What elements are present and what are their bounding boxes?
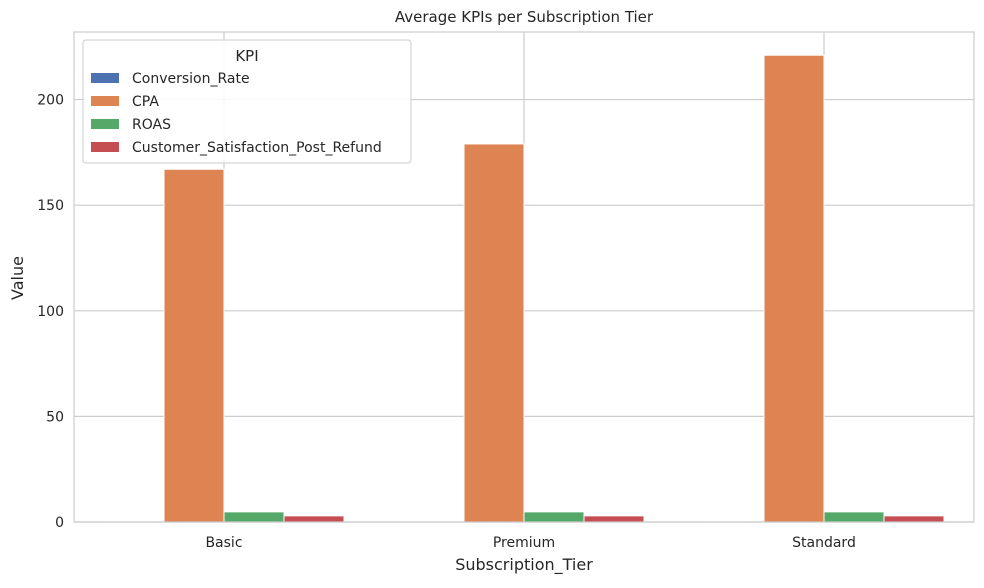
chart-title: Average KPIs per Subscription Tier [395, 8, 654, 26]
legend-label: CPA [132, 94, 159, 110]
y-tick-label: 150 [37, 198, 64, 214]
legend: KPI Conversion_Rate CPA ROAS Customer_Satis… [83, 40, 411, 163]
legend-swatch [91, 73, 119, 83]
y-tick-label: 0 [55, 515, 64, 531]
bar-customer-satisfaction-post-refund-premium [584, 516, 644, 522]
y-tick-label: 50 [46, 409, 64, 425]
bar-roas-standard [824, 512, 884, 522]
x-tick-labels: Basic Premium Standard [205, 535, 855, 551]
y-tick-label: 200 [37, 93, 64, 109]
y-axis-label: Value [8, 256, 27, 300]
legend-swatch [91, 119, 119, 129]
x-axis-label: Subscription_Tier [455, 555, 593, 575]
bar-customer-satisfaction-post-refund-standard [884, 516, 944, 522]
legend-label: ROAS [132, 117, 171, 133]
y-tick-labels: 0 50 100 150 200 [37, 93, 64, 531]
bar-customer-satisfaction-post-refund-basic [284, 516, 344, 522]
legend-label: Customer_Satisfaction_Post_Refund [132, 140, 382, 156]
bar-cpa-standard [764, 55, 824, 522]
legend-swatch [91, 142, 119, 152]
legend-label: Conversion_Rate [132, 71, 250, 87]
bar-cpa-basic [164, 169, 224, 522]
legend-swatch [91, 96, 119, 106]
bar-roas-premium [524, 512, 584, 522]
bar-cpa-premium [464, 144, 524, 522]
x-tick-label: Basic [205, 535, 242, 551]
y-tick-label: 100 [37, 304, 64, 320]
x-tick-label: Standard [792, 535, 856, 551]
bar-roas-basic [224, 512, 284, 522]
x-tick-label: Premium [493, 535, 555, 551]
legend-title: KPI [235, 47, 258, 65]
